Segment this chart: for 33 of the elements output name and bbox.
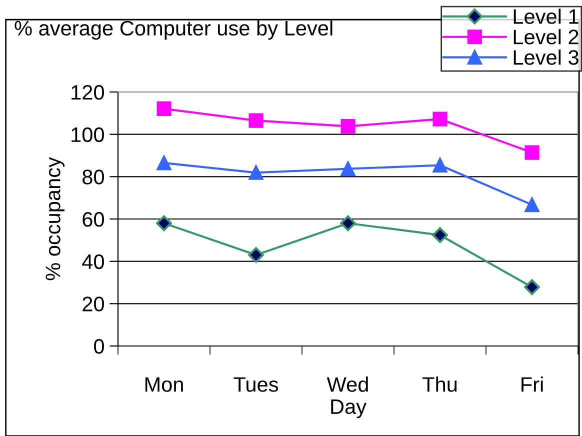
legend-label: Level 2	[514, 29, 578, 44]
point	[524, 198, 540, 212]
y-tick-label: 100	[72, 127, 104, 142]
y-tick-label: 120	[72, 85, 104, 100]
legend-label: Level 3	[514, 50, 578, 65]
x-tick-label: Thu	[422, 376, 457, 392]
point	[248, 247, 264, 263]
legend-label: Level 1	[514, 8, 578, 24]
x-tick-label: Fri	[522, 376, 543, 392]
point	[156, 215, 172, 232]
point	[524, 145, 540, 160]
point	[432, 158, 448, 173]
point	[432, 112, 448, 126]
point	[248, 165, 264, 180]
point	[340, 162, 356, 176]
x-tick-label: Wed	[326, 376, 368, 392]
point	[340, 118, 356, 134]
x-axis-title: Day	[331, 400, 366, 418]
chart-title: % average Computer use by Level	[14, 20, 332, 40]
y-tick-label: 20	[82, 296, 104, 312]
y-axis-title: % occupancy	[46, 157, 64, 280]
point	[156, 156, 172, 170]
point	[156, 101, 172, 116]
x-tick-label: Mon	[145, 377, 183, 392]
x-tick-label: Tues	[234, 377, 278, 392]
y-tick-label: 0	[94, 339, 104, 354]
point	[524, 279, 540, 296]
point	[248, 113, 264, 128]
y-tick-label: 40	[82, 254, 104, 270]
point	[432, 227, 448, 244]
y-tick-label: 60	[82, 212, 104, 227]
y-tick-label: 80	[82, 170, 104, 184]
point	[340, 215, 356, 232]
